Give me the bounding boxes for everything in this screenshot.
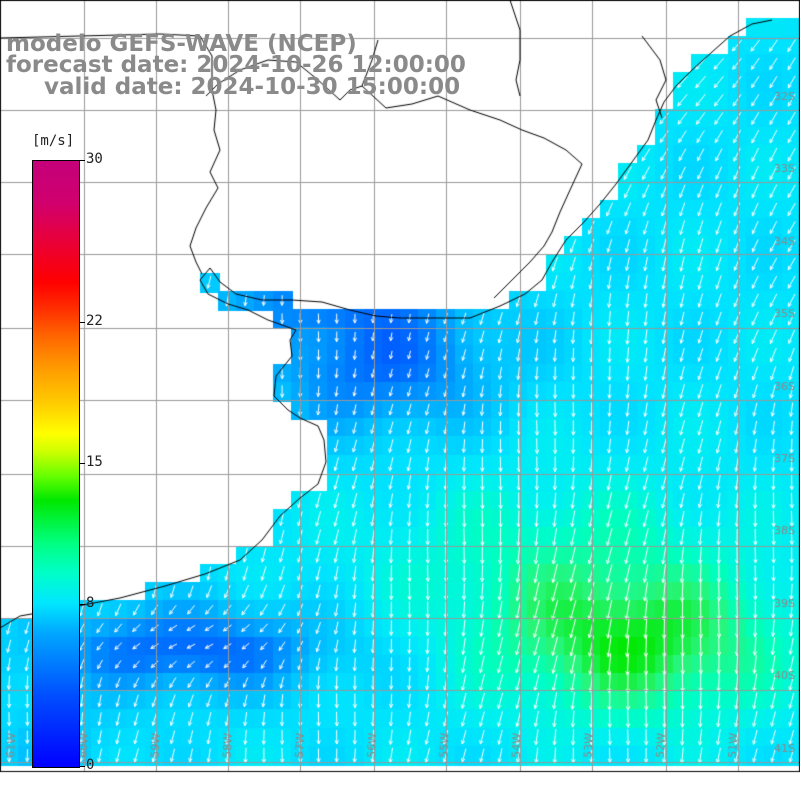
- colorbar-tick-label: 30: [86, 151, 103, 167]
- title-model: modelo GEFS-WAVE (NCEP): [6, 31, 357, 57]
- colorbar-tick-mark: [79, 604, 85, 606]
- colorbar: [32, 160, 80, 768]
- colorbar-tick-mark: [79, 463, 85, 464]
- colorbar-tick-mark: [79, 160, 85, 161]
- colorbar-tick-mark: [79, 766, 85, 767]
- title-valid-date: valid date: 2024-10-30 15:00:00: [44, 74, 461, 100]
- colorbar-unit: [m/s]: [32, 133, 75, 149]
- colorbar-tick-label: 8: [86, 595, 95, 612]
- colorbar-tick-label: 15: [86, 454, 103, 470]
- colorbar-tick-mark: [79, 321, 85, 323]
- colorbar-tick-label: 22: [86, 312, 103, 329]
- title-forecast-date: forecast date: 2024-10-26 12:00:00: [6, 52, 466, 78]
- colorbar-tick-label: 0: [86, 757, 95, 773]
